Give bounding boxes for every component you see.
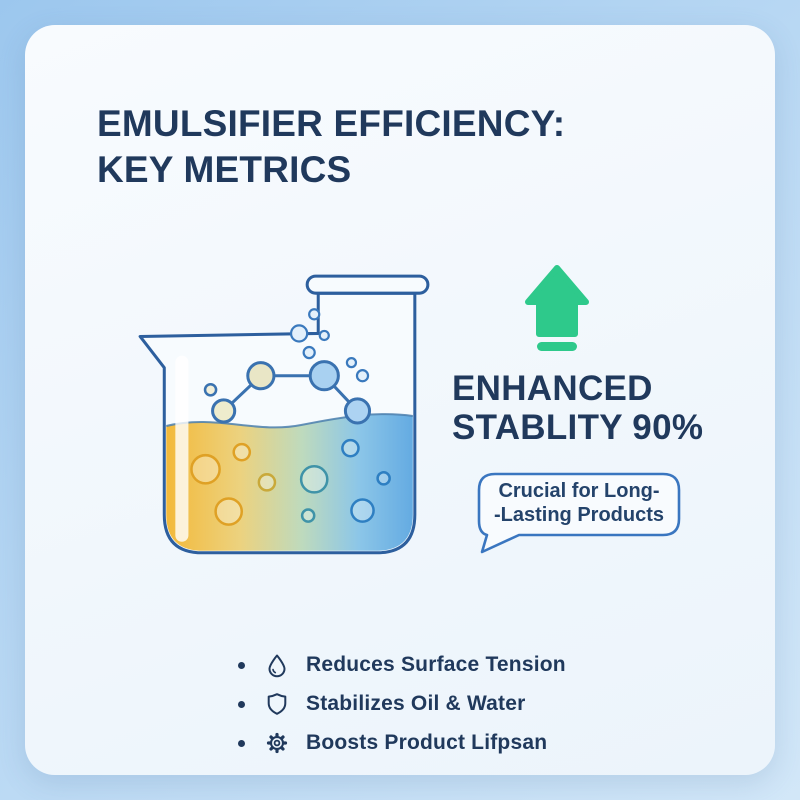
beaker-rim xyxy=(305,274,430,295)
page-title-line1: EMULSIFIER EFFICIENCY: xyxy=(97,103,566,144)
liquid-bubbles xyxy=(190,438,391,526)
benefit-label: Reduces Surface Tension xyxy=(306,653,566,676)
benefit-label: Stabilizes Oil & Water xyxy=(306,692,526,715)
gear-icon xyxy=(266,732,288,754)
list-item: Stabilizes Oil & Water xyxy=(238,691,566,717)
callout-line2: -Lasting Products xyxy=(493,504,664,526)
droplet-icon xyxy=(268,654,286,678)
bullet-dot xyxy=(238,700,245,708)
stability-metric-line2: STABLITY 90% xyxy=(452,408,704,447)
callout-text: Crucial for Long- -Lasting Products xyxy=(473,471,685,535)
beaker-outline xyxy=(138,291,417,555)
stability-metric: ENHANCED STABLITY 90% xyxy=(452,369,722,447)
molecule-chain xyxy=(203,360,372,425)
rising-bubbles xyxy=(289,308,370,383)
stability-metric-line1: ENHANCED xyxy=(452,369,653,408)
glass-highlight xyxy=(175,355,189,542)
emulsion-liquid xyxy=(166,414,413,551)
list-item: Boosts Product Lifpsan xyxy=(238,730,566,756)
callout-bubble-outline xyxy=(477,472,681,554)
up-arrow-icon xyxy=(525,265,589,351)
bullet-dot xyxy=(238,739,245,747)
beaker-illustration xyxy=(138,274,430,555)
liquid-surface-line xyxy=(166,413,413,429)
callout-line1: Crucial for Long- xyxy=(498,480,660,502)
bullet-dot xyxy=(238,661,245,669)
callout-bubble: Crucial for Long- -Lasting Products xyxy=(473,471,685,555)
shield-icon xyxy=(267,693,287,715)
benefits-list: Reduces Surface Tension Stabilizes Oil &… xyxy=(238,652,566,769)
benefit-label: Boosts Product Lifpsan xyxy=(306,731,548,754)
page-title: EMULSIFIER EFFICIENCY: KEY METRICS xyxy=(97,101,565,193)
card: EMULSIFIER EFFICIENCY: KEY METRICS xyxy=(25,25,775,775)
page-title-line2: KEY METRICS xyxy=(97,149,352,190)
list-item: Reduces Surface Tension xyxy=(238,652,566,678)
